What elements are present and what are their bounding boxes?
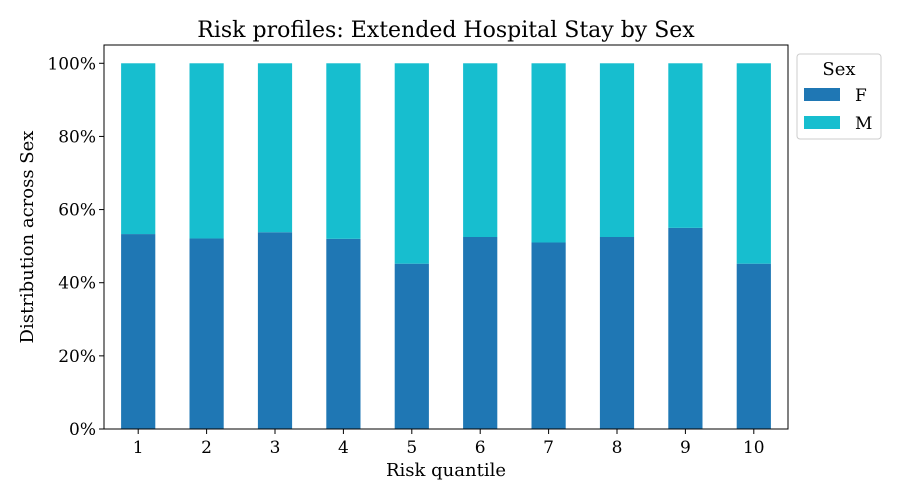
plot-frame bbox=[103, 44, 789, 430]
x-tick-label: 9 bbox=[680, 438, 691, 458]
bar-f-3 bbox=[257, 232, 293, 429]
bar-m-2 bbox=[189, 63, 224, 239]
x-tick-label: 2 bbox=[201, 438, 212, 458]
bar-m-4 bbox=[326, 63, 361, 239]
bar-m-6 bbox=[463, 63, 498, 238]
x-tick-label: 7 bbox=[543, 438, 554, 458]
bar-f-5 bbox=[394, 263, 429, 429]
bar-f-6 bbox=[463, 237, 498, 429]
bar-f-8 bbox=[599, 237, 635, 429]
x-tick-label: 10 bbox=[743, 438, 765, 458]
bar-f-1 bbox=[121, 234, 156, 429]
bar-m-1 bbox=[121, 63, 156, 235]
plot-area bbox=[121, 63, 771, 429]
bar-f-7 bbox=[531, 242, 566, 429]
legend: Sex FM bbox=[796, 53, 882, 140]
y-tick-label: 100% bbox=[47, 54, 96, 74]
x-tick-label: 5 bbox=[406, 438, 417, 458]
legend-title: Sex bbox=[822, 59, 855, 80]
x-axis-label: Risk quantile bbox=[386, 460, 506, 481]
legend-label-m: M bbox=[855, 114, 872, 134]
chart-title: Risk profiles: Extended Hospital Stay by… bbox=[197, 18, 695, 43]
y-tick-label: 80% bbox=[58, 127, 96, 147]
y-tick-label: 60% bbox=[58, 201, 96, 221]
bar-m-8 bbox=[599, 63, 635, 238]
y-axis: 0% 20% 40% 60% 80% 100% bbox=[47, 54, 104, 440]
legend-entries: FM bbox=[804, 86, 872, 134]
x-tick-label: 1 bbox=[133, 438, 144, 458]
x-tick-label: 8 bbox=[612, 438, 623, 458]
y-tick-label: 0% bbox=[69, 420, 96, 440]
bar-m-5 bbox=[394, 63, 429, 264]
x-tick-label: 6 bbox=[475, 438, 486, 458]
bar-m-9 bbox=[668, 63, 703, 228]
bar-f-9 bbox=[668, 227, 703, 429]
legend-swatch-m bbox=[804, 116, 840, 129]
bar-m-3 bbox=[257, 63, 293, 233]
bar-m-10 bbox=[736, 63, 771, 264]
legend-label-f: F bbox=[855, 86, 867, 106]
x-axis: 1 2 3 4 5 6 7 8 9 10 bbox=[133, 429, 765, 458]
bar-f-10 bbox=[736, 263, 771, 429]
y-tick-label: 40% bbox=[58, 274, 96, 294]
y-axis-label: Distribution across Sex bbox=[17, 131, 38, 344]
bar-f-2 bbox=[189, 238, 224, 429]
x-tick-label: 3 bbox=[270, 438, 281, 458]
bar-f-4 bbox=[326, 238, 361, 429]
x-tick-label: 4 bbox=[338, 438, 349, 458]
legend-swatch-f bbox=[804, 88, 840, 101]
y-tick-label: 20% bbox=[58, 347, 96, 367]
bar-m-7 bbox=[531, 63, 566, 243]
